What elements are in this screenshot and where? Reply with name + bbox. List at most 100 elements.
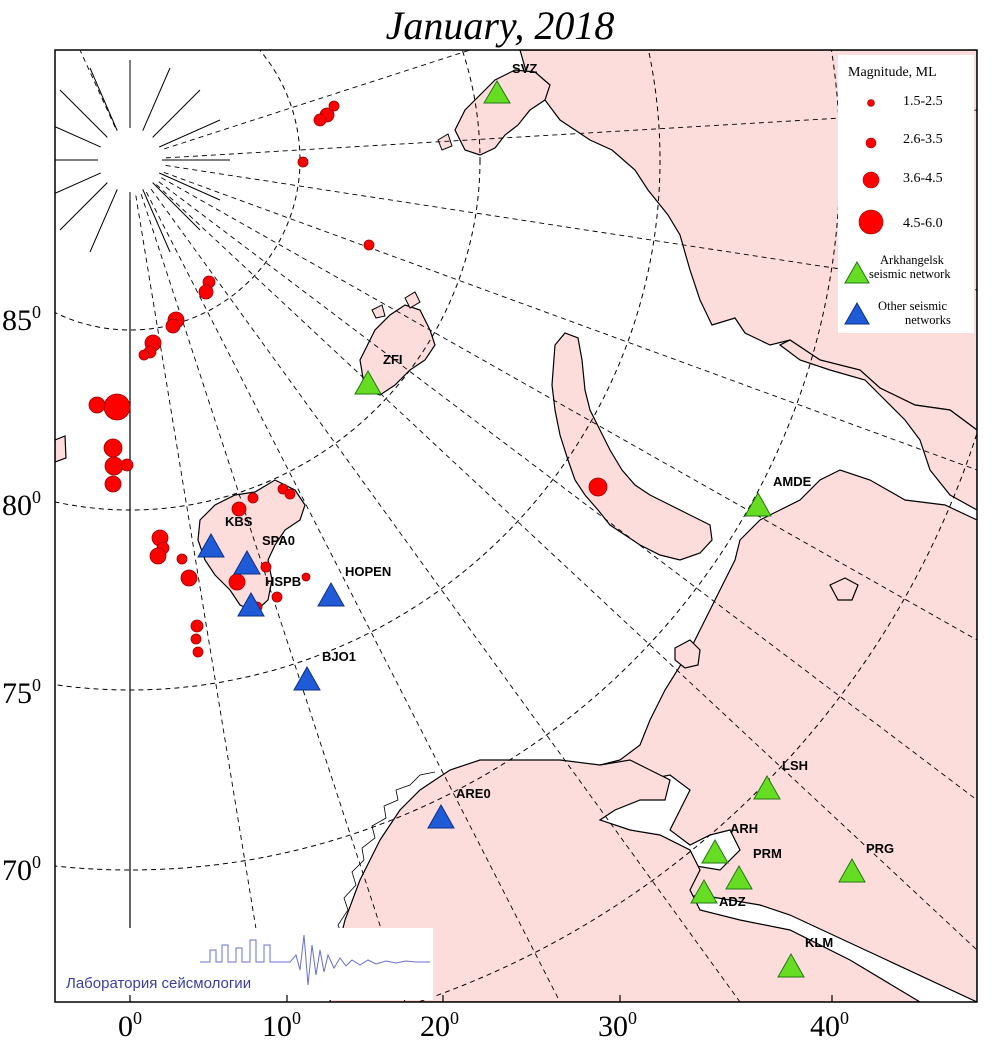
land-svalbard xyxy=(197,479,306,613)
blue-triangle-icon xyxy=(844,301,870,325)
green-triangle-icon xyxy=(844,260,870,284)
event-marker xyxy=(192,646,204,658)
legend-mag-label: 4.5-6.0 xyxy=(903,216,943,231)
legend-other-line2: networks xyxy=(905,313,951,327)
station-hspb-marker xyxy=(237,591,265,617)
event-marker xyxy=(313,113,327,127)
station-label: PRG xyxy=(866,841,894,856)
seismic-events xyxy=(88,100,608,658)
station-label: ARE0 xyxy=(456,786,491,801)
legend-arkhangelsk-line2: seismic network xyxy=(869,267,951,281)
arkhangelsk-stations xyxy=(354,80,866,978)
legend-mag-medium-icon xyxy=(865,137,877,149)
map-frame xyxy=(54,49,978,1003)
legend-mag-small-icon xyxy=(867,99,875,107)
land-novaya-zemlya xyxy=(551,332,713,561)
event-marker xyxy=(149,547,167,565)
event-marker xyxy=(247,492,259,504)
station-label: KLM xyxy=(805,935,833,950)
station-labels: SVZ ZFI AMDE LSH ARH PRM ADZ PRG KLM KBS… xyxy=(225,61,894,950)
event-marker xyxy=(231,501,247,517)
lon-label: 400 xyxy=(810,1008,849,1043)
lon-label: 200 xyxy=(420,1008,459,1043)
station-label: PRM xyxy=(753,846,782,861)
legend: Magnitude, ML 1.5-2.5 2.6-3.5 3.6-4.5 4.… xyxy=(838,55,974,333)
other-stations xyxy=(197,532,455,829)
event-marker xyxy=(104,456,124,476)
station-spa0-marker xyxy=(233,549,261,575)
legend-mag-xlarge-icon xyxy=(858,209,884,235)
event-marker xyxy=(297,156,309,168)
land-scandinavia xyxy=(329,759,922,1002)
event-marker xyxy=(103,438,123,458)
station-label: AMDE xyxy=(773,474,812,489)
station-bjo1-marker xyxy=(293,665,321,691)
event-marker xyxy=(190,633,202,645)
event-marker xyxy=(198,284,214,300)
event-marker xyxy=(180,569,198,587)
legend-arkhangelsk-line1: Arkhangelsk xyxy=(880,253,945,267)
legend-other-line1: Other seismic xyxy=(878,299,948,313)
lat-label: 850 xyxy=(2,302,41,337)
logo-text: Лаборатория сейсмологии xyxy=(66,975,251,992)
event-marker xyxy=(588,477,608,497)
lon-label: 300 xyxy=(598,1008,637,1043)
event-marker xyxy=(284,488,296,500)
station-prm-marker xyxy=(725,864,753,890)
lat-label: 750 xyxy=(2,675,41,710)
legend-mag-label: 3.6-4.5 xyxy=(903,171,943,186)
legend-mag-large-icon xyxy=(862,171,880,189)
lat-label: 700 xyxy=(2,852,41,887)
legend-mag-label: 2.6-3.5 xyxy=(903,132,943,147)
longitude-labels: 00 100 200 300 400 xyxy=(118,1008,849,1043)
event-marker xyxy=(271,591,283,603)
lab-logo: Лаборатория сейсмологии xyxy=(57,928,433,1000)
event-marker xyxy=(260,561,272,573)
event-marker xyxy=(138,349,150,361)
station-label: ARH xyxy=(730,821,758,836)
land-yamal xyxy=(778,339,977,511)
station-arh-marker xyxy=(701,838,729,864)
meridian-lines xyxy=(79,50,977,1002)
event-marker xyxy=(228,573,246,591)
event-marker xyxy=(103,393,131,421)
station-label: ADZ xyxy=(719,894,746,909)
map-title: January, 2018 xyxy=(385,3,615,48)
event-marker xyxy=(120,458,134,472)
event-marker xyxy=(301,572,311,582)
station-label: HSPB xyxy=(265,574,301,589)
station-adz-marker xyxy=(690,878,718,904)
lon-label: 100 xyxy=(262,1008,301,1043)
station-amde-marker xyxy=(744,491,772,517)
station-label: BJO1 xyxy=(322,649,356,664)
station-zfi-marker xyxy=(354,369,382,395)
station-are0-marker xyxy=(427,803,455,829)
event-marker xyxy=(88,396,106,414)
legend-title: Magnitude, ML xyxy=(848,65,937,80)
event-marker xyxy=(165,318,181,334)
station-kbs-marker xyxy=(197,532,225,558)
station-svz-marker xyxy=(483,80,511,104)
station-label: HOPEN xyxy=(345,564,391,579)
event-marker xyxy=(363,239,375,251)
land-franz-josef xyxy=(359,304,436,396)
legend-mag-label: 1.5-2.5 xyxy=(903,94,943,109)
station-klm-marker xyxy=(777,952,805,978)
station-label: ZFI xyxy=(383,352,403,367)
station-label: KBS xyxy=(225,514,253,529)
station-prg-marker xyxy=(838,857,866,883)
event-marker xyxy=(176,553,188,565)
event-marker xyxy=(104,475,122,493)
event-marker xyxy=(190,619,204,633)
station-label: SPA0 xyxy=(262,533,295,548)
lon-label: 00 xyxy=(118,1008,142,1043)
event-marker xyxy=(328,100,340,112)
station-hopen-marker xyxy=(317,581,345,607)
land-kolguev xyxy=(674,639,701,669)
lat-label: 800 xyxy=(2,487,41,522)
station-label: SVZ xyxy=(512,61,537,76)
latitude-labels: 850 800 750 700 xyxy=(2,302,41,887)
station-label: LSH xyxy=(782,758,808,773)
